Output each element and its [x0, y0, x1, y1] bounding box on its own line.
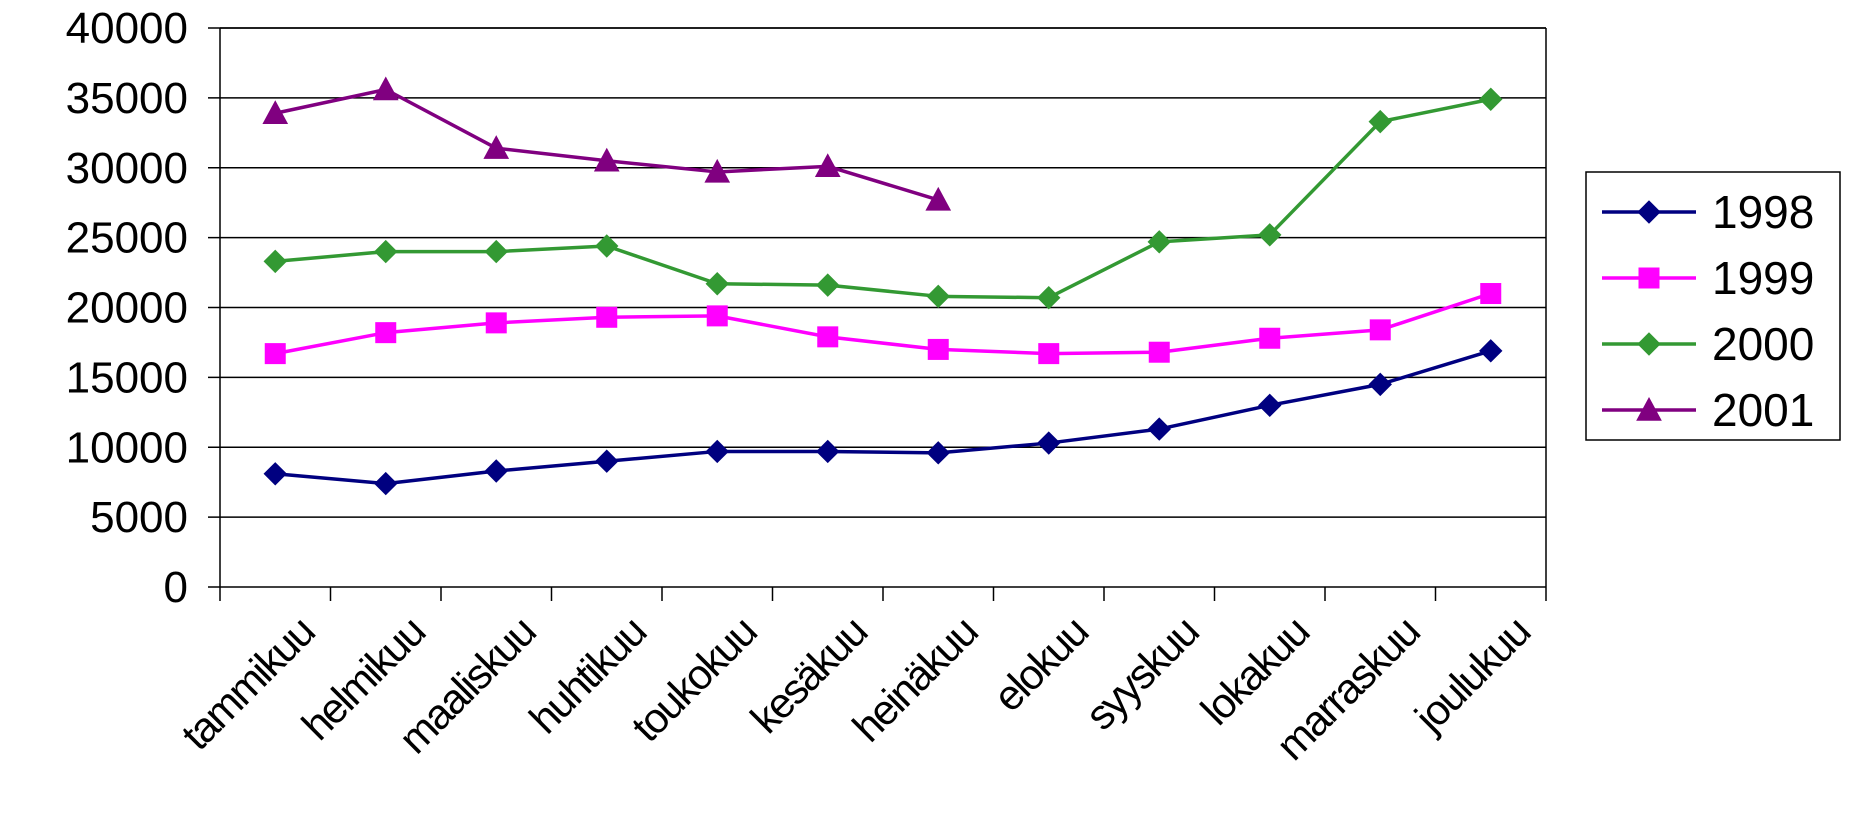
data-point-marker — [1038, 343, 1060, 365]
legend-item-1999: 1999 — [1602, 252, 1814, 304]
data-point-marker — [263, 249, 287, 274]
data-point-marker — [816, 439, 840, 464]
x-tick-label: tammikuu — [172, 608, 323, 759]
data-point-marker — [595, 449, 619, 473]
data-point-marker — [925, 186, 952, 211]
data-point-marker — [1148, 341, 1170, 363]
series-line — [275, 97, 1492, 300]
legend-item-1998: 1998 — [1602, 186, 1814, 238]
legend-swatch-marker — [1638, 267, 1660, 289]
series-2001 — [262, 76, 952, 211]
data-point-marker — [706, 305, 728, 327]
data-point-marker — [372, 76, 399, 101]
data-point-marker — [817, 326, 839, 348]
y-tick-label: 0 — [164, 563, 188, 612]
data-point-marker — [595, 234, 619, 258]
data-point-marker — [264, 343, 286, 365]
data-point-marker — [484, 459, 508, 483]
legend-item-2000: 2000 — [1602, 318, 1814, 370]
axes — [208, 27, 1547, 601]
x-tick-label: syyskuu — [1076, 608, 1207, 739]
series-2000 — [263, 87, 1503, 310]
y-tick-label: 20000 — [66, 284, 188, 333]
data-point-marker — [705, 272, 729, 296]
series-line — [274, 291, 1492, 356]
data-point-marker — [1479, 87, 1503, 111]
data-point-marker — [1258, 223, 1282, 247]
legend-swatch-marker — [1637, 332, 1661, 356]
x-tick-label: toukokuu — [622, 608, 764, 750]
gridlines — [220, 27, 1546, 518]
series-1998 — [263, 339, 1503, 496]
data-point-marker — [1147, 230, 1171, 254]
legend-label: 2001 — [1712, 384, 1814, 436]
data-point-marker — [1259, 327, 1281, 349]
y-tick-label: 35000 — [66, 74, 188, 123]
data-point-marker — [705, 439, 729, 464]
y-tick-label: 10000 — [66, 423, 188, 472]
x-tick-label: heinäkuu — [843, 608, 985, 750]
data-point-marker — [374, 239, 398, 264]
data-point-marker — [484, 239, 508, 264]
data-point-marker — [596, 306, 618, 328]
y-tick-label: 30000 — [66, 144, 188, 193]
data-point-marker — [1368, 109, 1392, 134]
data-point-marker — [485, 312, 507, 334]
legend-item-2001: 2001 — [1602, 384, 1814, 436]
data-point-marker — [816, 273, 840, 297]
data-point-marker — [263, 462, 287, 486]
y-axis-tick-labels: 0 5000 10000 15000 20000 25000 30000 35000 40000 — [66, 4, 188, 612]
data-point-marker — [375, 322, 397, 344]
data-point-marker — [927, 338, 949, 360]
y-tick-label: 25000 — [66, 214, 188, 263]
data-point-marker — [262, 100, 289, 124]
legend: 1998 1999 2000 2001 — [1585, 171, 1841, 441]
legend-swatch-marker — [1637, 200, 1661, 224]
x-tick-label: joulukuu — [1404, 608, 1538, 742]
data-point-marker — [1368, 372, 1392, 397]
y-tick-label: 5000 — [90, 493, 188, 542]
data-point-marker — [1037, 286, 1061, 310]
data-point-marker — [1258, 393, 1282, 418]
data-point-marker — [483, 135, 510, 159]
y-tick-label: 40000 — [66, 4, 188, 53]
data-point-marker — [1037, 431, 1061, 455]
data-point-marker — [593, 147, 620, 172]
legend-label: 1999 — [1712, 252, 1814, 304]
x-axis-tick-labels: tammikuuhelmikuumaaliskuuhuhtikuutoukoku… — [172, 608, 1538, 769]
legend-box — [1585, 171, 1841, 441]
data-point-marker — [1369, 319, 1391, 341]
series-1999 — [264, 283, 1502, 365]
data-point-marker — [1480, 283, 1502, 305]
data-point-marker — [926, 441, 950, 465]
data-point-marker — [1479, 339, 1503, 363]
series-lines — [262, 76, 1503, 496]
data-point-marker — [1147, 417, 1171, 441]
data-point-marker — [926, 284, 950, 309]
legend-label: 2000 — [1712, 318, 1814, 370]
data-point-marker — [374, 471, 398, 496]
series-line — [275, 349, 1492, 486]
data-point-marker — [704, 158, 731, 183]
series-line — [274, 87, 939, 202]
data-point-marker — [814, 153, 841, 178]
legend-label: 1998 — [1712, 186, 1814, 238]
y-tick-label: 15000 — [66, 353, 188, 402]
legend-swatch-marker — [1636, 396, 1662, 421]
